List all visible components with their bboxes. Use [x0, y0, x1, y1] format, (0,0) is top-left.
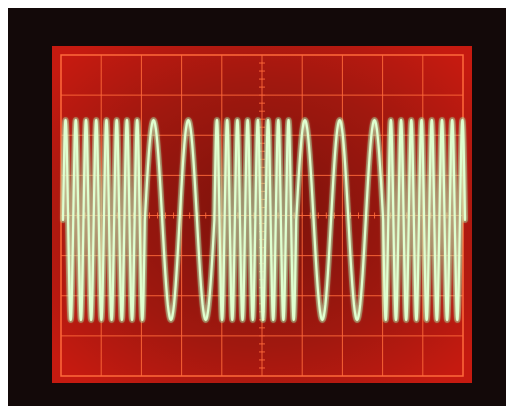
signal-trace — [60, 117, 468, 323]
